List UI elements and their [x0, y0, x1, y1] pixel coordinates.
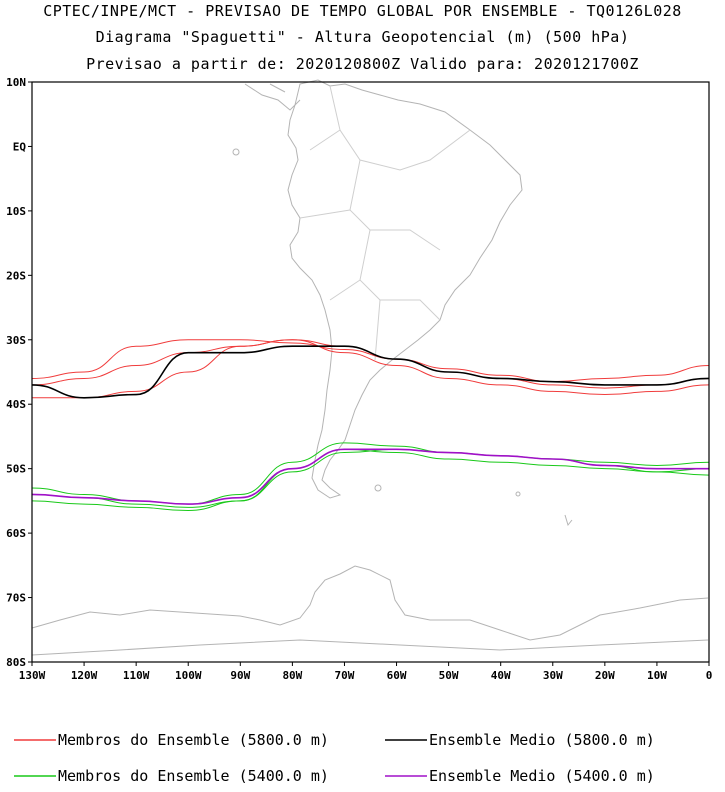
- lon-tick-label: 70W: [335, 669, 355, 682]
- series-line-4: [31, 442, 710, 505]
- series-line-2: [32, 339, 710, 399]
- lon-tick-label: 90W: [230, 669, 250, 682]
- lon-tick-label: 60W: [387, 669, 407, 682]
- legend-label: Membros do Ensemble (5400.0 m): [58, 767, 329, 785]
- lat-tick-label: 10S: [6, 205, 26, 218]
- central-america-coast: [244, 83, 301, 111]
- south-america-coast: [287, 79, 523, 499]
- coastlines: [31, 79, 709, 656]
- lat-tick-label: 60S: [6, 527, 26, 540]
- latitude-axis: 10N EQ 10S 20S 30S 40S 50S 60S 70S 80S: [6, 76, 32, 669]
- lon-tick-label: 130W: [19, 669, 46, 682]
- lat-tick-label: 50S: [6, 463, 26, 476]
- island: [564, 514, 573, 527]
- series-line-3: [31, 345, 710, 399]
- lat-tick-label: 80S: [6, 656, 26, 669]
- title-line-2: Diagrama "Spaguetti" - Altura Geopotenci…: [95, 28, 630, 46]
- lon-tick-label: 0: [706, 669, 713, 682]
- lon-tick-label: 10W: [647, 669, 667, 682]
- lat-tick-label: EQ: [13, 140, 27, 153]
- legend-label: Membros do Ensemble (5800.0 m): [58, 731, 329, 749]
- island: [374, 484, 382, 492]
- lat-tick-label: 70S: [6, 592, 26, 605]
- series-line-7: [31, 448, 709, 505]
- title-line-1: CPTEC/INPE/MCT - PREVISAO DE TEMPO GLOBA…: [43, 2, 682, 20]
- lon-tick-label: 120W: [71, 669, 98, 682]
- legend-label: Ensemble Medio (5800.0 m): [429, 731, 655, 749]
- lon-tick-label: 40W: [491, 669, 511, 682]
- legend: Membros do Ensemble (5800.0 m) Ensemble M…: [14, 731, 655, 785]
- lon-tick-label: 100W: [175, 669, 202, 682]
- lat-tick-label: 10N: [6, 76, 26, 89]
- lon-tick-label: 110W: [123, 669, 150, 682]
- island: [232, 148, 240, 156]
- series-line-1: [31, 339, 710, 396]
- lon-tick-label: 30W: [543, 669, 563, 682]
- series-line-0: [31, 339, 710, 383]
- antarctica-coast: [31, 565, 709, 641]
- lon-tick-label: 80W: [282, 669, 302, 682]
- plot-frame: [31, 81, 710, 663]
- title-line-3: Previsao a partir de: 2020120800Z Valido…: [86, 55, 639, 73]
- lon-tick-label: 50W: [439, 669, 459, 682]
- country-borders: [299, 85, 471, 361]
- series-line-6: [31, 448, 710, 508]
- contour-lines: [31, 339, 710, 512]
- lat-tick-label: 30S: [6, 334, 26, 347]
- legend-label: Ensemble Medio (5400.0 m): [429, 767, 655, 785]
- longitude-axis: 130W 120W 110W 100W 90W 80W 70W 60W 50W 40W 30W 20W…: [19, 662, 713, 682]
- antarctica-interior: [31, 639, 709, 656]
- lon-tick-label: 20W: [595, 669, 615, 682]
- island: [515, 491, 521, 497]
- lat-tick-label: 20S: [6, 269, 26, 282]
- lat-tick-label: 40S: [6, 398, 26, 411]
